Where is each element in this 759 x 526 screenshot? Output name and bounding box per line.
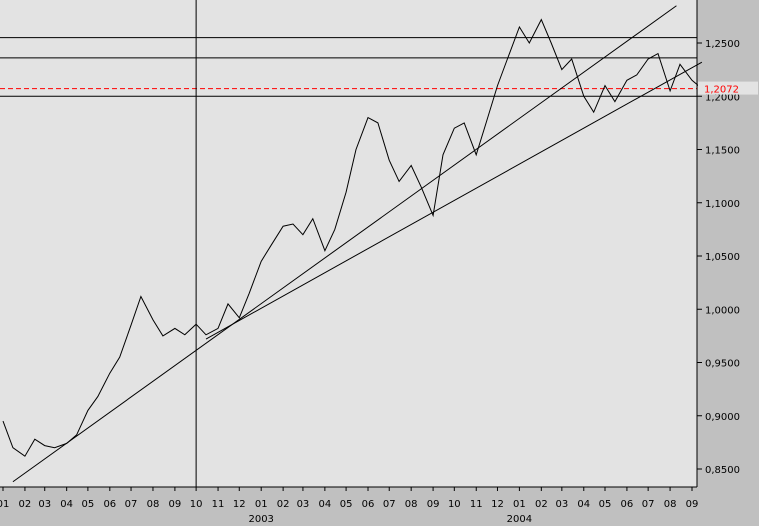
x-tick-label: 03	[555, 499, 568, 510]
x-year-label: 2004	[507, 514, 532, 525]
x-tick-label: 10	[448, 499, 461, 510]
y-tick-label: 0,9500	[705, 359, 740, 370]
x-tick-label: 03	[38, 499, 51, 510]
current-price-tag: 1,2072	[698, 81, 758, 96]
y-tick-label: 1,0500	[705, 252, 740, 263]
x-tick-label: 08	[147, 499, 160, 510]
x-tick-label: 11	[470, 499, 483, 510]
x-tick-label: 08	[664, 499, 677, 510]
x-tick-label: 07	[125, 499, 138, 510]
current-price-label: 1,2072	[704, 85, 739, 96]
x-tick-label: 08	[405, 499, 418, 510]
price-series-line	[2, 18, 699, 457]
x-tick-label: 01	[255, 499, 268, 510]
x-tick-label: 06	[621, 499, 634, 510]
trend-line	[205, 61, 703, 340]
y-tick-label: 1,1000	[705, 199, 740, 210]
x-tick-label: 10	[190, 499, 203, 510]
x-tick-label: 07	[642, 499, 655, 510]
y-tick-label: 1,2000	[705, 92, 740, 103]
y-tick-label: 1,0000	[705, 305, 740, 316]
x-tick-label: 06	[103, 499, 116, 510]
x-tick-label: 04	[318, 499, 331, 510]
x-tick-label: 02	[19, 499, 32, 510]
x-tick-label: 12	[233, 499, 246, 510]
x-year-label: 2003	[248, 514, 273, 525]
x-tick-label: 01	[513, 499, 526, 510]
x-year-label: 02	[0, 514, 1, 525]
plot-area	[0, 0, 697, 487]
x-tick-label: 09	[686, 499, 699, 510]
x-tick-label: 12	[491, 499, 504, 510]
x-tick-label: 05	[82, 499, 95, 510]
x-tick-label: 02	[277, 499, 290, 510]
x-tick-label: 06	[362, 499, 375, 510]
x-tick-label: 03	[297, 499, 310, 510]
x-tick-label: 11	[212, 499, 225, 510]
y-tick-label: 1,1500	[705, 146, 740, 157]
x-tick-label: 01	[0, 499, 9, 510]
x-tick-label: 09	[169, 499, 182, 510]
x-tick-label: 09	[427, 499, 440, 510]
x-tick-label: 07	[383, 499, 396, 510]
x-tick-label: 05	[340, 499, 353, 510]
x-tick-label: 05	[599, 499, 612, 510]
x-tick-label: 04	[60, 499, 73, 510]
y-tick-label: 1,2500	[705, 39, 740, 50]
x-tick-label: 04	[577, 499, 590, 510]
x-tick-label: 02	[535, 499, 548, 510]
trend-line	[12, 5, 677, 483]
y-tick-label: 0,9000	[705, 412, 740, 423]
y-tick-label: 0,8500	[705, 465, 740, 476]
